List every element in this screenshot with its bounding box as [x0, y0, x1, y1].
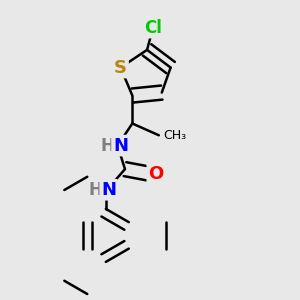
Text: CH₃: CH₃	[163, 129, 186, 142]
Text: O: O	[148, 165, 164, 183]
Text: S: S	[114, 58, 127, 76]
Text: H: H	[88, 181, 103, 199]
Text: N: N	[101, 181, 116, 199]
Text: N: N	[113, 136, 128, 154]
Text: H: H	[100, 136, 114, 154]
Text: Cl: Cl	[144, 19, 162, 37]
